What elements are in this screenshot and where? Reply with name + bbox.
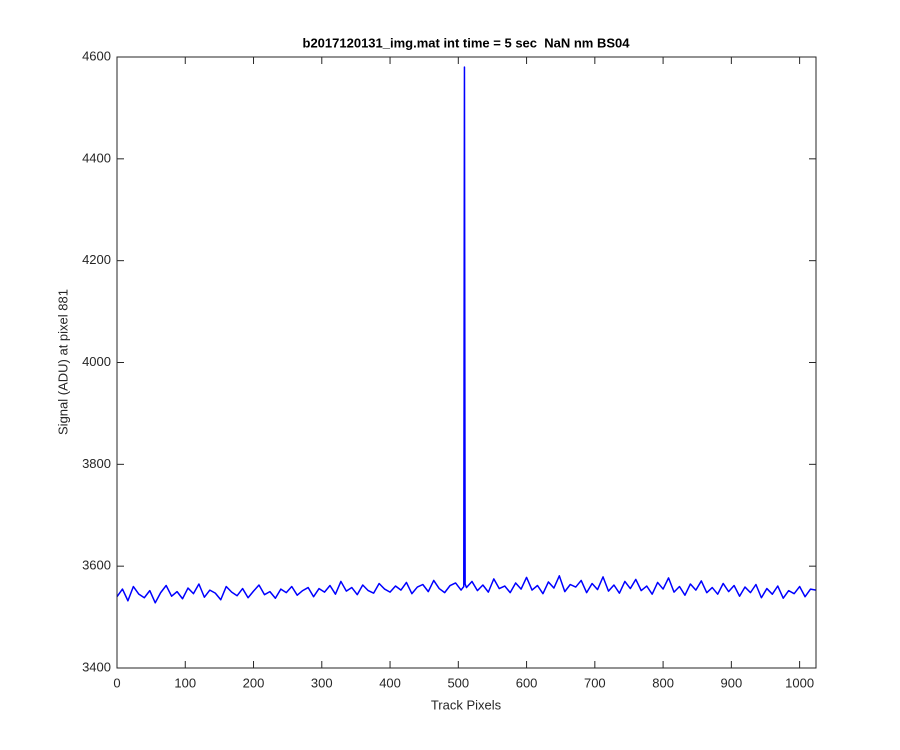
x-tick-label: 200	[243, 675, 265, 690]
x-tick-label: 700	[584, 675, 606, 690]
x-tick-label: 1000	[785, 675, 814, 690]
x-tick-label: 0	[113, 675, 120, 690]
y-tick-label: 3400	[82, 659, 111, 674]
y-axis-label: Signal (ADU) at pixel 881	[55, 289, 70, 435]
y-tick-label: 3600	[82, 558, 111, 573]
x-tick-label: 400	[379, 675, 401, 690]
x-tick-label: 300	[311, 675, 333, 690]
x-axis-label: Track Pixels	[431, 697, 502, 712]
data-line	[116, 66, 817, 604]
x-tick-label: 800	[652, 675, 674, 690]
chart-title: b2017120131_img.mat int time = 5 sec NaN…	[303, 35, 631, 50]
y-tick-label: 4600	[82, 48, 111, 63]
y-tick-label: 4200	[82, 252, 111, 267]
x-tick-label: 900	[721, 675, 743, 690]
y-tick-label: 4000	[82, 354, 111, 369]
x-tick-label: 500	[447, 675, 469, 690]
y-tick-label: 4400	[82, 150, 111, 165]
x-tick-label: 600	[516, 675, 538, 690]
x-tick-label: 100	[174, 675, 196, 690]
y-tick-label: 3800	[82, 456, 111, 471]
